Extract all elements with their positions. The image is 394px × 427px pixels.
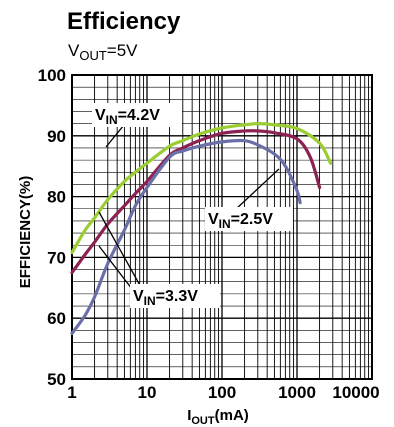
x-tick-label: 10000 [332, 383, 379, 402]
y-axis-label: EFFICIENCY(%) [17, 176, 34, 289]
annotation-leader-line [105, 124, 125, 148]
x-axis-ticks: 1 10 100 1000 10000 [67, 383, 379, 402]
series-line-vin-4-2v [70, 122, 333, 255]
y-axis-ticks: 50 60 70 80 90 100 [38, 66, 66, 389]
series-line-vin-3-3v [70, 129, 322, 275]
y-tick-label: 70 [47, 248, 66, 267]
x-tick-label: 10 [138, 383, 157, 402]
x-tick-label: 1000 [278, 383, 316, 402]
annotation-background [130, 284, 220, 308]
y-tick-label: 90 [47, 127, 66, 146]
chart-subtitle: VOUT=5V [68, 41, 138, 63]
annotation-leader-line [235, 168, 280, 210]
chart-title: Efficiency [67, 8, 181, 35]
annotation-background [92, 103, 182, 127]
x-tick-label: 1 [67, 383, 76, 402]
y-tick-label: 80 [47, 188, 66, 207]
annotation-vin-3-3v: VIN=3.3V [133, 288, 198, 308]
x-tick-label: 100 [208, 383, 236, 402]
y-tick-label: 60 [47, 309, 66, 328]
y-tick-label: 50 [47, 370, 66, 389]
series-annotations: VIN=4.2V VIN=2.5V VIN=3.3V [92, 103, 293, 308]
series-line-vin-2-5v [70, 138, 302, 335]
annotation-leader-line [98, 245, 133, 290]
annotation-vin-2-5v: VIN=2.5V [208, 211, 273, 231]
x-axis-label: IOUT(mA) [187, 407, 249, 427]
y-tick-label: 100 [38, 66, 66, 85]
annotation-background [205, 207, 293, 231]
annotation-vin-4-2v: VIN=4.2V [95, 107, 160, 127]
plot-frame [71, 74, 373, 380]
annotation-leader-line [98, 211, 143, 290]
chart-series [70, 122, 333, 335]
